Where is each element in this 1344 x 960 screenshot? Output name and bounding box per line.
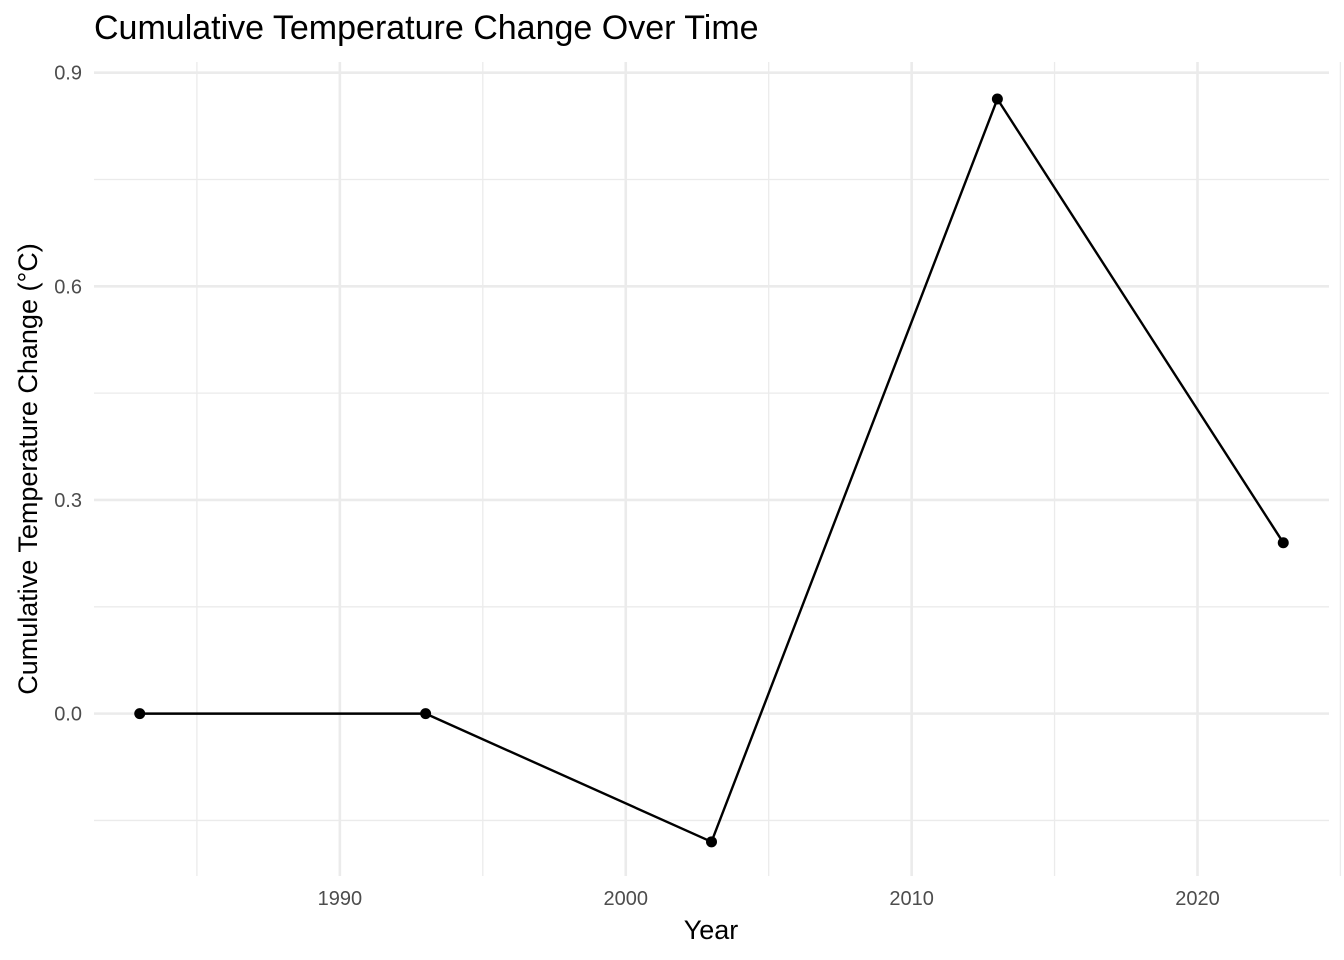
data-point (991, 93, 1003, 105)
series-layer (134, 93, 1289, 848)
grid-lines (94, 62, 1342, 876)
y-axis-title: Cumulative Temperature Change (°C) (13, 243, 43, 695)
x-tick-label: 2000 (603, 888, 648, 910)
x-axis-title: Year (684, 915, 739, 945)
data-point (134, 708, 146, 720)
x-tick-label: 2020 (1175, 888, 1220, 910)
y-tick-label: 0.6 (54, 276, 82, 298)
chart-title: Cumulative Temperature Change Over Time (94, 9, 759, 47)
y-axis-ticks: 0.0 0.3 0.6 0.9 (54, 63, 82, 726)
data-point (420, 708, 432, 720)
series-line (139, 97, 1285, 844)
x-axis-ticks: 1990 2000 2010 2020 (318, 888, 1220, 910)
data-point (1277, 537, 1289, 549)
y-tick-label: 0.9 (54, 63, 82, 85)
y-tick-label: 0.3 (54, 490, 82, 512)
x-tick-label: 2010 (889, 888, 934, 910)
data-point (706, 836, 717, 848)
x-tick-label: 1990 (318, 888, 363, 910)
y-tick-label: 0.0 (54, 704, 82, 726)
